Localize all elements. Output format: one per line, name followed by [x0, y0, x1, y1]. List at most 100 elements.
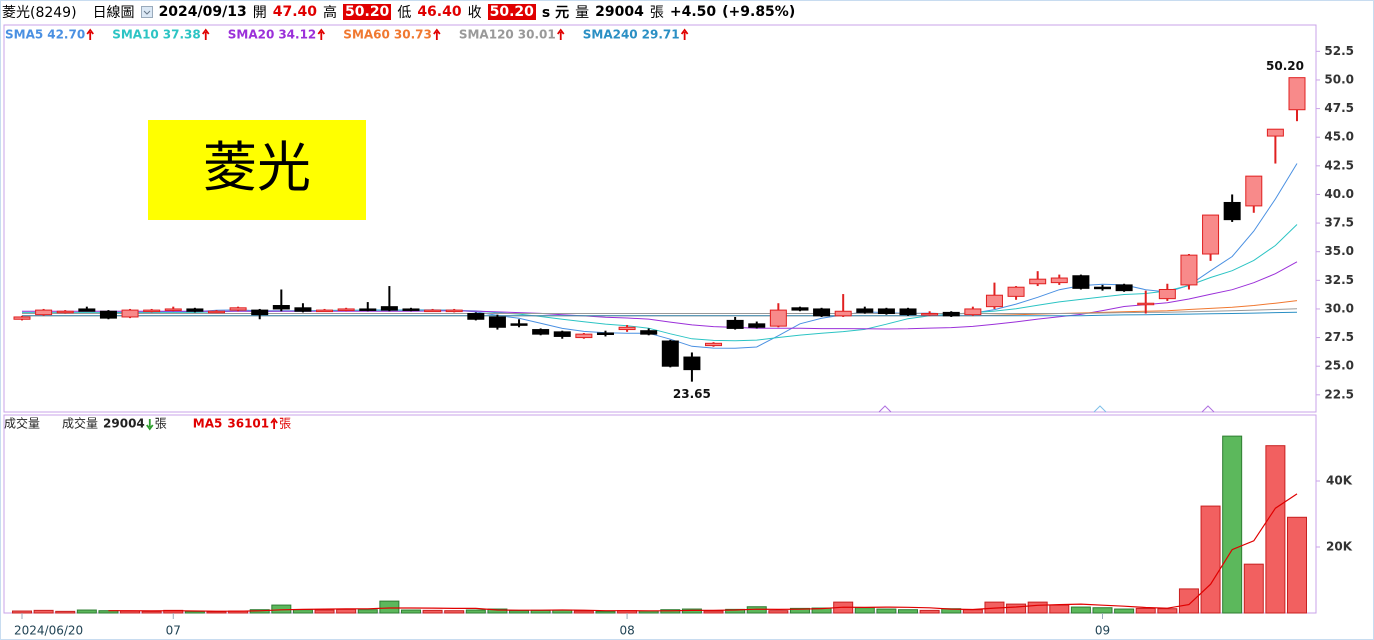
- up-arrow: [317, 28, 326, 40]
- signal-marker: [878, 405, 892, 413]
- legend-name: 成交量: [62, 416, 98, 431]
- volume-bar: [12, 610, 32, 614]
- candle-body: [596, 332, 614, 335]
- volume-value: 29004: [595, 4, 644, 20]
- legend-name: SMA20: [228, 28, 275, 42]
- candle-body: [683, 356, 701, 371]
- volume-bar: [854, 607, 875, 614]
- volume-bar: [703, 610, 724, 614]
- candle-body: [1158, 288, 1176, 300]
- down-arrow: [146, 419, 154, 431]
- up-arrow: [557, 28, 565, 40]
- signal-marker: [1093, 405, 1107, 413]
- candle-body: [1072, 275, 1090, 289]
- x-tick-label: 2024/06/20: [14, 624, 83, 638]
- candle-body: [899, 308, 917, 316]
- candle-body: [510, 323, 528, 326]
- legend-value: 30.73: [394, 28, 432, 42]
- candle-body: [467, 313, 485, 320]
- legend-name: SMA5: [5, 28, 43, 42]
- signal-marker: [1201, 405, 1215, 413]
- candle-body: [748, 323, 766, 328]
- volume-bar: [768, 610, 789, 614]
- volume-bar: [314, 609, 335, 614]
- change-percent: (+9.85%): [722, 4, 796, 20]
- volume-bar: [919, 609, 940, 614]
- legend-value: 29004: [103, 417, 145, 431]
- candle-body: [56, 310, 74, 314]
- legend-name: SMA60: [343, 28, 390, 42]
- volume-label: 量: [575, 5, 590, 21]
- y-tick-label: 42.5: [1324, 158, 1354, 172]
- volume-bar: [141, 610, 162, 614]
- low-label: 低: [397, 5, 412, 21]
- close-value: 50.20: [487, 4, 536, 20]
- close-label: 收: [467, 5, 482, 21]
- legend-name: SMA120: [459, 28, 514, 42]
- volume-bars: [12, 435, 1307, 614]
- candle-body: [251, 309, 269, 316]
- volume-title: 成交量: [4, 416, 40, 431]
- legend-value: 36101: [227, 417, 269, 431]
- candle-body: [13, 316, 31, 320]
- volume-bar: [573, 610, 594, 614]
- stamp-box: [148, 120, 366, 220]
- up-arrow: [680, 28, 689, 40]
- candle-body: [964, 308, 982, 316]
- legend-unit: 張: [155, 417, 167, 431]
- candle-body: [1007, 286, 1025, 297]
- volume-bar: [400, 609, 421, 614]
- volume-bar: [876, 608, 897, 614]
- candle-body: [1050, 277, 1068, 284]
- y-tick-label: 52.5: [1324, 44, 1354, 58]
- volume-bar: [1027, 601, 1048, 614]
- unit: s 元: [541, 5, 570, 21]
- legend-value: 29.71: [642, 28, 680, 42]
- y-tick-label: 50.0: [1324, 72, 1354, 86]
- up-arrow: [202, 28, 210, 40]
- candle-body: [1094, 286, 1112, 290]
- volume-bar: [1178, 588, 1199, 614]
- y-tick-label: 27.5: [1324, 330, 1354, 344]
- volume-bar: [1070, 606, 1091, 614]
- x-tick-label: 07: [166, 624, 181, 638]
- ma-line: [22, 311, 1298, 317]
- date: 2024/09/13: [158, 4, 247, 20]
- volume-bar: [1200, 505, 1221, 614]
- candle-body: [1029, 278, 1047, 285]
- candle-body: [35, 309, 53, 316]
- candle-body: [1202, 214, 1220, 255]
- x-tick-label: 09: [1095, 624, 1110, 638]
- candle-body: [640, 330, 658, 335]
- y-tick-label: 25.0: [1324, 359, 1354, 373]
- y-tick-label: 32.5: [1324, 273, 1354, 287]
- legend-value: 30.01: [518, 28, 556, 42]
- volume-bar: [422, 609, 443, 614]
- legend-value: 34.12: [278, 28, 316, 42]
- volume-bar: [55, 610, 76, 614]
- y-tick-label: 37.5: [1324, 216, 1354, 230]
- volume-bar: [444, 610, 465, 614]
- candle-body: [1288, 77, 1306, 111]
- y-tick-label: 40K: [1326, 474, 1353, 488]
- candle-body: [359, 308, 377, 311]
- candle-body: [164, 308, 182, 311]
- high-label: 高: [323, 5, 338, 21]
- candle-body: [921, 313, 939, 316]
- candle-body: [705, 342, 723, 347]
- x-tick-label: 08: [619, 624, 634, 638]
- volume-bar: [206, 611, 227, 614]
- y-tick-label: 35.0: [1324, 244, 1354, 258]
- y-tick-label: 47.5: [1324, 101, 1354, 115]
- header-bar: 菱光(8249) 日線圖 2024/09/13 開 47.40 高 50.20 …: [0, 0, 1372, 24]
- checkbox-icon[interactable]: [140, 6, 153, 18]
- candle-body: [337, 308, 355, 311]
- candle-body: [272, 305, 290, 310]
- legend-name: SMA10: [112, 28, 159, 42]
- candle-body: [575, 333, 593, 339]
- up-arrow: [433, 28, 441, 40]
- volume-bar: [1222, 435, 1243, 614]
- volume-bar: [379, 600, 400, 614]
